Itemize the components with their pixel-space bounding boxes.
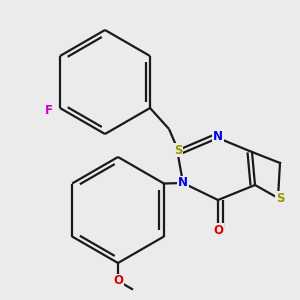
Text: O: O [113, 274, 123, 287]
Text: S: S [174, 143, 182, 157]
Text: F: F [45, 103, 53, 116]
Text: S: S [276, 191, 284, 205]
Text: N: N [213, 130, 223, 142]
Text: O: O [213, 224, 223, 236]
Text: F: F [46, 104, 54, 118]
Text: N: N [178, 176, 188, 190]
